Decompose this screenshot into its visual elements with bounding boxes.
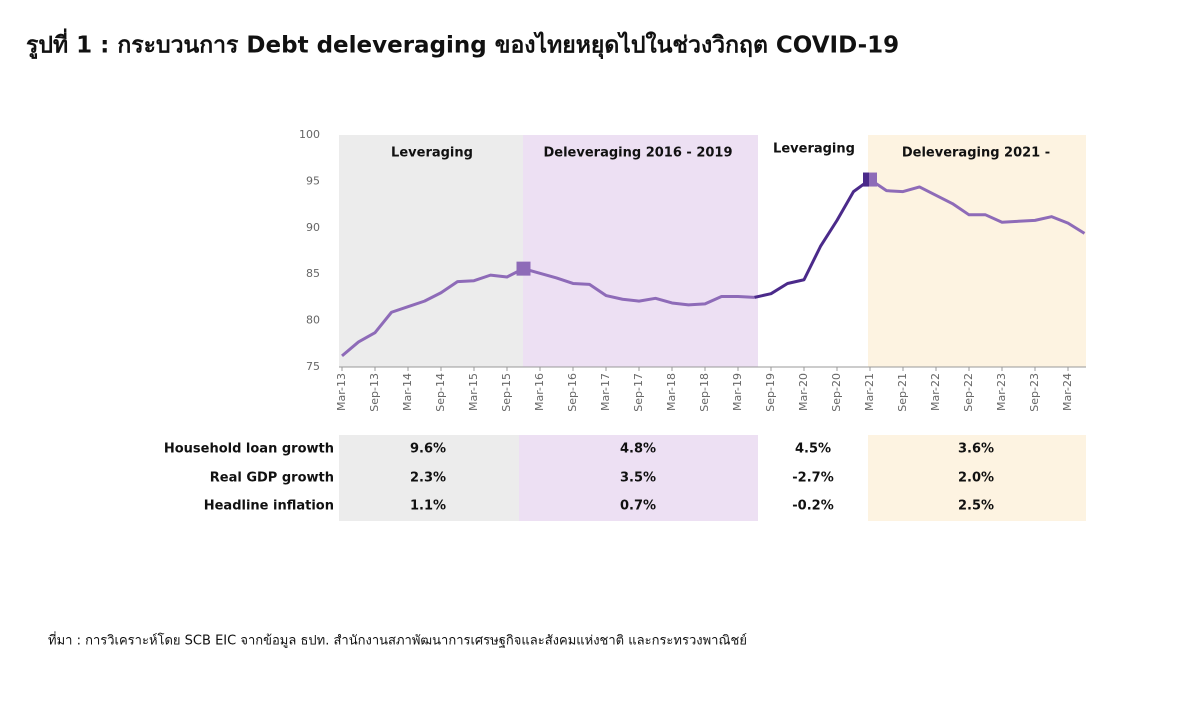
line-segment [869, 178, 1086, 235]
table-band [868, 435, 1086, 521]
y-tick-label: 90 [306, 221, 320, 234]
table-cell: -0.2% [792, 499, 833, 514]
y-tick-label: 75 [306, 360, 320, 373]
x-tick-label: Mar-18 [665, 373, 678, 411]
x-tick-label: Mar-14 [401, 373, 414, 411]
x-tick-label: Mar-24 [1061, 373, 1074, 411]
x-tick-label: Sep-13 [368, 373, 381, 412]
period-label: Deleveraging 2016 - 2019 [543, 146, 732, 161]
table-band [339, 435, 519, 521]
period-band [758, 135, 868, 367]
period-band [339, 135, 523, 367]
line-segment [754, 178, 871, 299]
line-segment [341, 267, 525, 358]
x-tick-label: Mar-15 [467, 373, 480, 411]
x-tick-label: Sep-19 [764, 373, 777, 412]
row-label: Household loan growth [164, 442, 334, 457]
x-tick-label: Mar-22 [929, 373, 942, 411]
period-label: Leveraging [773, 142, 855, 157]
x-tick-label: Mar-23 [995, 373, 1008, 411]
x-tick-label: Sep-18 [698, 373, 711, 412]
x-tick-label: Sep-23 [1028, 373, 1041, 412]
marker [516, 261, 531, 276]
period-band [868, 135, 1086, 367]
table-cell: 4.5% [795, 442, 831, 457]
table-cell: 0.7% [620, 499, 656, 514]
x-tick-label: Mar-17 [599, 373, 612, 411]
x-tick-label: Mar-19 [731, 373, 744, 411]
title: รูปที่ 1 : กระบวนการ Debt deleveraging ข… [26, 28, 899, 60]
y-tick-label: 85 [306, 267, 320, 280]
table-cell: 2.3% [410, 471, 446, 486]
row-label: Real GDP growth [210, 471, 334, 486]
source-note: ที่มา : การวิเคราะห์โดย SCB EIC จากข้อมู… [48, 632, 747, 649]
y-tick-label: 95 [306, 174, 320, 187]
x-tick-label: Sep-15 [500, 373, 513, 412]
x-tick-label: Mar-16 [533, 373, 546, 411]
x-tick-label: Sep-14 [434, 373, 447, 412]
table-cell: 4.8% [620, 442, 656, 457]
x-tick-label: Sep-16 [566, 373, 579, 412]
x-tick-label: Mar-20 [797, 373, 810, 411]
x-tick-label: Mar-13 [335, 373, 348, 411]
x-tick-label: Sep-22 [962, 373, 975, 412]
table-cell: 1.1% [410, 499, 446, 514]
table-cell: 9.6% [410, 442, 446, 457]
marker-dark-half [863, 172, 869, 187]
period-label: Deleveraging 2021 - [902, 146, 1050, 161]
line-segment [523, 267, 755, 307]
y-tick-label: 100 [299, 128, 320, 141]
x-tick-label: Mar-21 [863, 373, 876, 411]
table-band [758, 435, 868, 521]
table-band [519, 435, 758, 521]
table-cell: 2.5% [958, 499, 994, 514]
period-label: Leveraging [391, 146, 473, 161]
y-tick-label: 80 [306, 314, 320, 327]
period-band [523, 135, 758, 367]
table-cell: 3.6% [958, 442, 994, 457]
x-tick-label: Sep-20 [830, 373, 843, 412]
x-tick-label: Sep-21 [896, 373, 909, 412]
table-cell: 2.0% [958, 471, 994, 486]
table-cell: -2.7% [792, 471, 833, 486]
table-cell: 3.5% [620, 471, 656, 486]
x-tick-label: Sep-17 [632, 373, 645, 412]
row-label: Headline inflation [204, 499, 334, 514]
